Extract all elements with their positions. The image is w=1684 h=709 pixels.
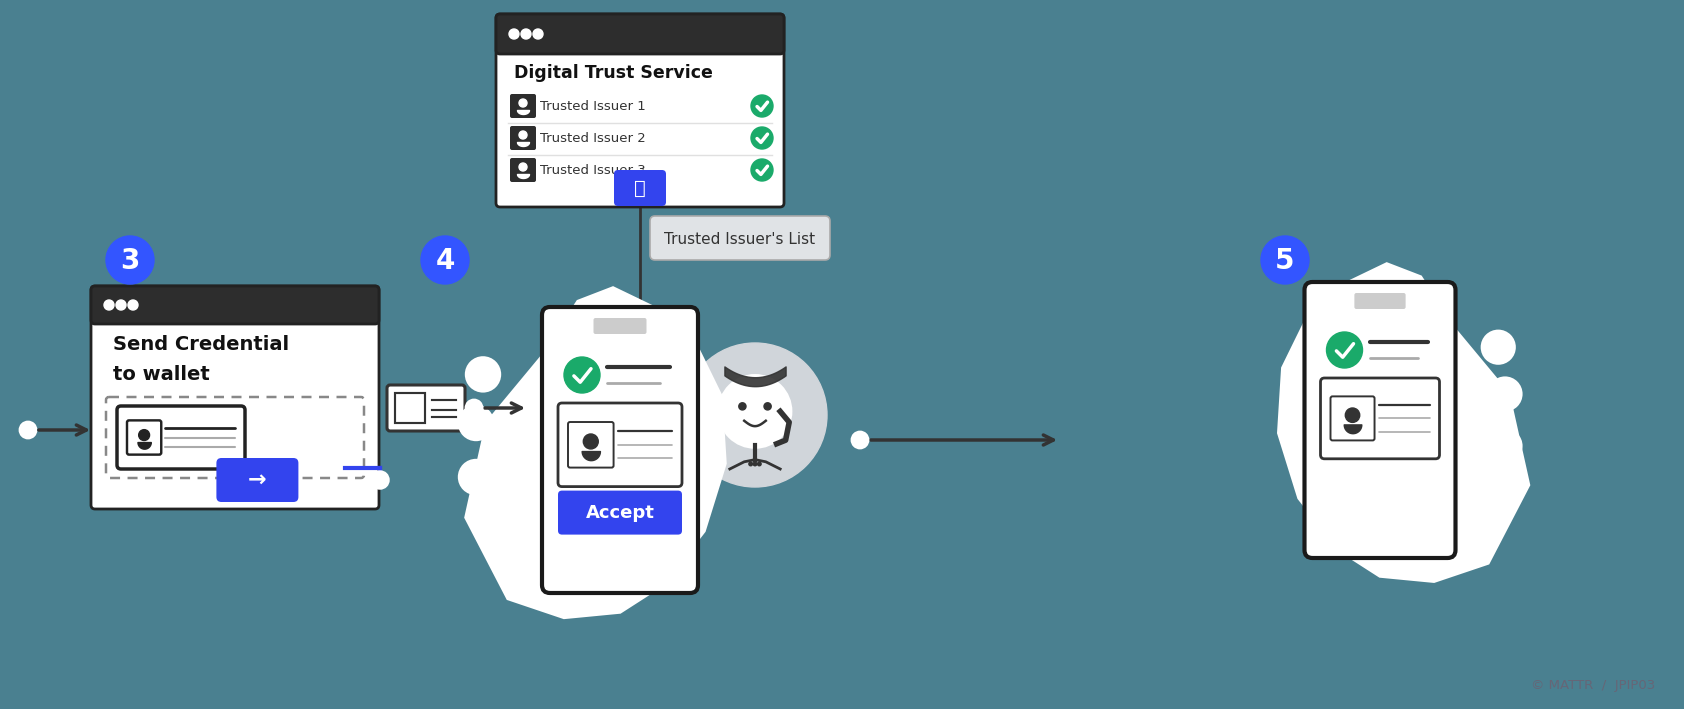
Text: to wallet: to wallet xyxy=(113,365,210,384)
Circle shape xyxy=(509,29,519,39)
Bar xyxy=(94,314,376,322)
Circle shape xyxy=(564,357,600,393)
Circle shape xyxy=(460,406,493,440)
Circle shape xyxy=(751,127,773,149)
FancyBboxPatch shape xyxy=(510,158,536,182)
Text: Trusted Issuer's List: Trusted Issuer's List xyxy=(665,232,815,247)
Bar xyxy=(500,44,780,52)
Circle shape xyxy=(534,29,542,39)
FancyBboxPatch shape xyxy=(557,403,682,486)
FancyBboxPatch shape xyxy=(593,318,647,334)
Circle shape xyxy=(519,163,527,171)
Circle shape xyxy=(138,430,150,440)
FancyBboxPatch shape xyxy=(1330,396,1374,440)
FancyBboxPatch shape xyxy=(568,422,613,468)
Circle shape xyxy=(421,236,470,284)
Text: Digital Trust Service: Digital Trust Service xyxy=(514,64,712,82)
Circle shape xyxy=(765,403,771,410)
Circle shape xyxy=(852,432,867,448)
FancyBboxPatch shape xyxy=(542,307,697,593)
FancyBboxPatch shape xyxy=(615,170,665,206)
Circle shape xyxy=(751,159,773,181)
Circle shape xyxy=(632,332,648,348)
Text: Accept: Accept xyxy=(586,503,655,522)
Text: →: → xyxy=(248,470,266,490)
Text: 3: 3 xyxy=(120,247,140,275)
FancyBboxPatch shape xyxy=(650,216,830,260)
Text: Trusted Issuer 1: Trusted Issuer 1 xyxy=(541,99,645,113)
FancyBboxPatch shape xyxy=(497,14,785,54)
Circle shape xyxy=(20,422,35,438)
FancyBboxPatch shape xyxy=(510,94,536,118)
Circle shape xyxy=(116,300,126,310)
Circle shape xyxy=(128,300,138,310)
Circle shape xyxy=(1261,236,1308,284)
Text: ⤓: ⤓ xyxy=(635,179,647,198)
Circle shape xyxy=(466,400,482,416)
FancyBboxPatch shape xyxy=(106,397,364,478)
FancyBboxPatch shape xyxy=(510,126,536,150)
FancyBboxPatch shape xyxy=(497,14,785,207)
Circle shape xyxy=(519,99,527,107)
FancyBboxPatch shape xyxy=(126,420,162,454)
FancyBboxPatch shape xyxy=(91,286,379,324)
FancyBboxPatch shape xyxy=(387,385,465,431)
Circle shape xyxy=(520,29,530,39)
FancyBboxPatch shape xyxy=(116,406,244,469)
Bar xyxy=(396,393,424,423)
Circle shape xyxy=(372,472,387,488)
FancyBboxPatch shape xyxy=(1320,378,1440,459)
Circle shape xyxy=(106,236,153,284)
Circle shape xyxy=(753,462,756,466)
Circle shape xyxy=(460,460,493,493)
Circle shape xyxy=(1489,430,1521,462)
Text: © MATTR  /  JPIP03: © MATTR / JPIP03 xyxy=(1531,679,1655,692)
FancyBboxPatch shape xyxy=(91,286,379,509)
FancyBboxPatch shape xyxy=(1354,293,1406,309)
FancyBboxPatch shape xyxy=(217,458,298,502)
Circle shape xyxy=(758,462,761,466)
Circle shape xyxy=(749,462,753,466)
Polygon shape xyxy=(466,288,726,618)
Circle shape xyxy=(583,434,598,449)
Circle shape xyxy=(719,375,791,447)
FancyBboxPatch shape xyxy=(1305,282,1455,558)
Circle shape xyxy=(1367,516,1393,540)
Polygon shape xyxy=(1278,264,1529,581)
Text: Trusted Issuer 3: Trusted Issuer 3 xyxy=(541,164,645,177)
Circle shape xyxy=(1346,408,1359,423)
Circle shape xyxy=(1327,332,1362,368)
FancyBboxPatch shape xyxy=(557,491,682,535)
Text: Trusted Issuer 2: Trusted Issuer 2 xyxy=(541,131,645,145)
Text: Send Credential: Send Credential xyxy=(113,335,290,354)
Circle shape xyxy=(739,403,746,410)
Circle shape xyxy=(608,551,632,575)
Text: 5: 5 xyxy=(1275,247,1295,275)
Circle shape xyxy=(466,357,500,391)
Circle shape xyxy=(519,131,527,139)
Circle shape xyxy=(751,95,773,117)
Circle shape xyxy=(684,343,827,487)
Circle shape xyxy=(104,300,115,310)
Text: 4: 4 xyxy=(434,247,455,275)
Circle shape xyxy=(1489,378,1521,411)
Circle shape xyxy=(1482,331,1514,364)
